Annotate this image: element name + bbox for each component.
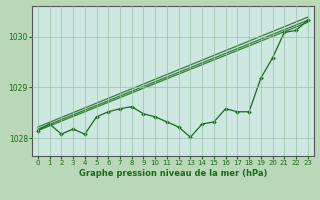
X-axis label: Graphe pression niveau de la mer (hPa): Graphe pression niveau de la mer (hPa) xyxy=(79,169,267,178)
